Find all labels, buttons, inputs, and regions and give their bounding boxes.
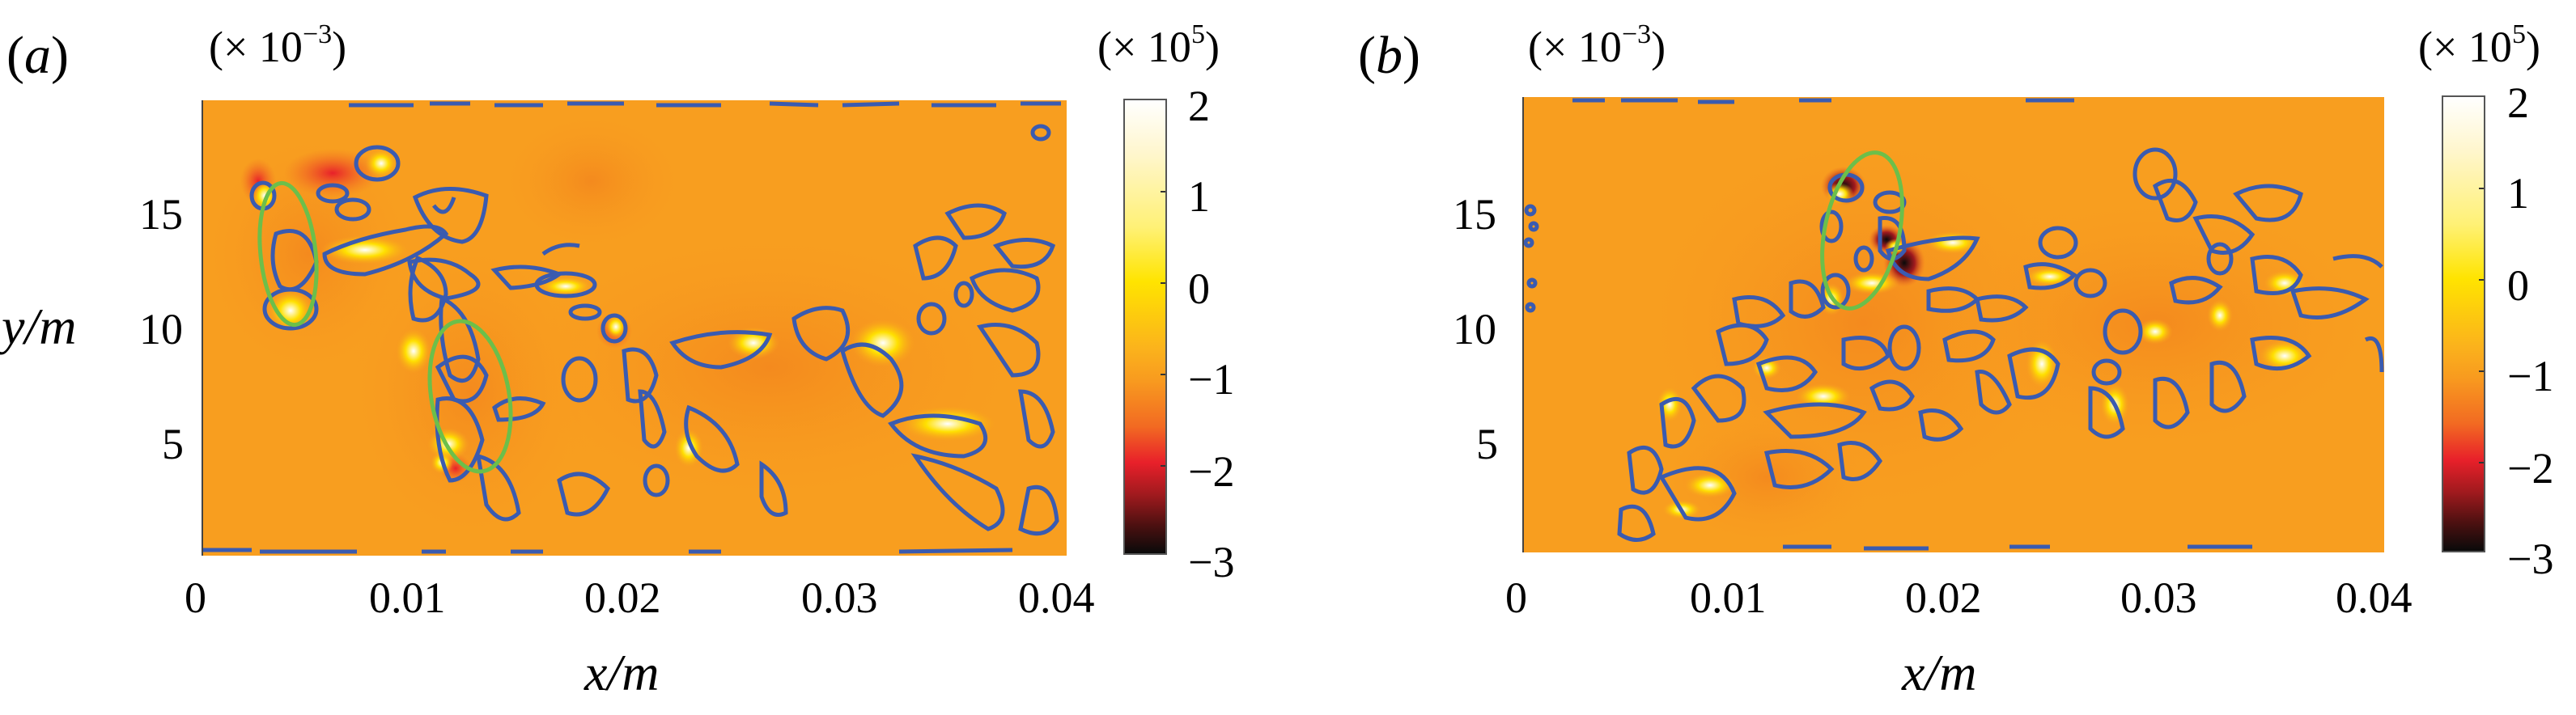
colorbar-tick-neg2-b: −2 [2507,444,2554,493]
panel-label-a: (a) [6,26,69,85]
x-tick-004-a: 0.04 [1018,573,1095,622]
heatmap-plot-a [202,100,1067,556]
heatmap-field-a [203,101,1061,554]
colorbar-tick-2-b: 2 [2507,78,2529,127]
x-tick-004-b: 0.04 [2336,573,2413,622]
x-tick-001-a: 0.01 [369,573,446,622]
panel-label-b: (b) [1358,26,1420,85]
colorbar-tick-neg1-b: −1 [2507,352,2554,400]
heatmap-field-b [1524,98,2384,551]
colorbar-tick-0-b: 0 [2507,261,2529,310]
colorbar-tick-1-b: 1 [2507,169,2529,218]
x-tick-003-a: 0.03 [801,573,878,622]
y-tick-5-b: 5 [1476,420,1498,468]
y-tick-10-b: 10 [1453,305,1496,353]
y-tick-10-a: 10 [139,305,183,353]
vortex-ellipse-b [1820,150,1904,311]
colorbar-scale-multiplier-a: (× 105) [1097,19,1220,71]
colorbar-tick-neg3-b: −3 [2507,535,2554,583]
heatmap-plot-b [1522,97,2384,552]
x-tick-003-b: 0.03 [2120,573,2197,622]
x-tick-0-a: 0 [185,573,206,622]
colorbar-tick-neg1-a: −1 [1188,355,1235,404]
colorbar-scale-multiplier-b: (× 105) [2418,19,2540,71]
x-tick-002-a: 0.02 [584,573,661,622]
colorbar-tick-0-a: 0 [1188,264,1210,313]
vortex-ellipses-a [257,180,513,474]
colorbar-a [1123,99,1167,555]
x-tick-0-b: 0 [1505,573,1527,622]
y-tick-15-b: 15 [1453,190,1496,239]
x-axis-label-a: x/m [584,644,660,701]
colorbar-b [2442,95,2485,552]
colorbar-tick-neg2-a: −2 [1188,447,1235,496]
y-scale-multiplier-b: (× 10−3) [1528,19,1666,71]
x-tick-002-b: 0.02 [1905,573,1982,622]
contour-lines-b [1524,98,2384,551]
colorbar-tick-2-a: 2 [1188,82,1210,130]
y-scale-multiplier-a: (× 10−3) [209,19,347,71]
colorbar-tick-neg3-a: −3 [1188,538,1235,586]
x-axis-label-b: x/m [1902,644,1977,701]
y-axis-label-a: y/m [2,298,77,355]
y-tick-15-a: 15 [139,190,183,239]
x-tick-001-b: 0.01 [1690,573,1767,622]
colorbar-tick-1-a: 1 [1188,172,1210,221]
y-tick-5-a: 5 [162,420,184,468]
